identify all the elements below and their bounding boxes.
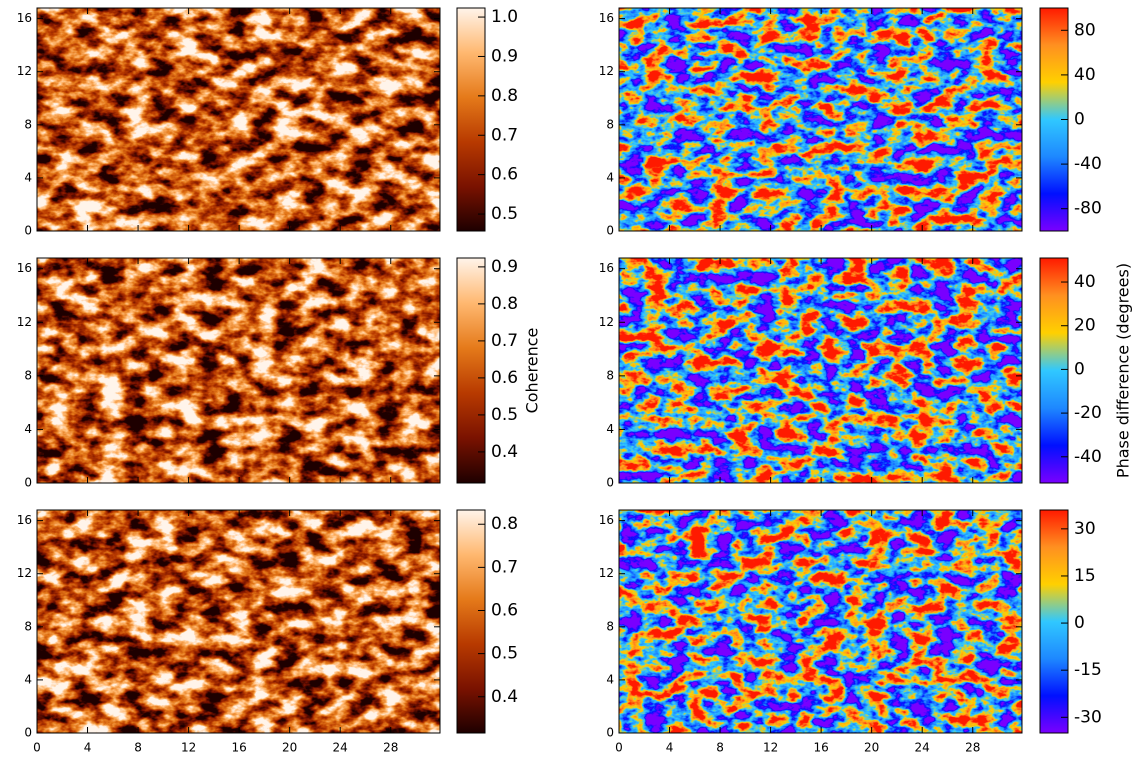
x-tick-label: 8: [134, 741, 142, 755]
x-tick-label: 24: [333, 741, 348, 755]
x-tick-label: 28: [383, 741, 398, 755]
y-tick-label: 4: [606, 422, 614, 436]
y-tick-label: 4: [606, 672, 614, 686]
colorbar-tick-label: -30: [1074, 707, 1102, 727]
y-tick-label: 0: [606, 726, 614, 740]
y-tick-label: 16: [17, 513, 32, 527]
colorbar-tick-label: 30: [1074, 519, 1096, 539]
x-tick-label: 24: [915, 741, 930, 755]
plot-frame: [36, 257, 441, 484]
colorbar: [1039, 257, 1069, 484]
y-tick-label: 16: [599, 513, 614, 527]
map-image: [37, 510, 440, 733]
y-tick-label: 0: [606, 476, 614, 490]
y-tick-label: 0: [24, 224, 32, 238]
colorbar-tick-label: 0.7: [491, 331, 518, 351]
map-image: [619, 8, 1022, 231]
y-tick-label: 8: [606, 619, 614, 633]
colorbar: [456, 257, 486, 484]
y-tick-label: 16: [599, 11, 614, 25]
colorbar: [1039, 509, 1069, 734]
x-tick-label: 0: [615, 741, 623, 755]
map-image: [37, 258, 440, 483]
y-tick-label: 16: [17, 11, 32, 25]
y-tick-label: 0: [24, 476, 32, 490]
x-tick-label: 12: [181, 741, 196, 755]
colorbar-tick-label: 0.9: [491, 257, 518, 277]
x-tick-label: 4: [666, 741, 674, 755]
colorbar-tick-label: -20: [1074, 403, 1102, 423]
colorbar-tick-label: 0.7: [491, 557, 518, 577]
plot-frame: [618, 7, 1023, 232]
y-tick-label: 12: [17, 566, 32, 580]
colorbar: [456, 7, 486, 232]
y-tick-label: 8: [606, 368, 614, 382]
y-tick-label: 4: [24, 672, 32, 686]
colorbar-tick-label: 0.6: [491, 601, 518, 621]
x-tick-label: 28: [965, 741, 980, 755]
x-tick-label: 16: [813, 741, 828, 755]
y-tick-label: 16: [599, 261, 614, 275]
colorbar-tick-label: 0.4: [491, 687, 518, 707]
colorbar: [456, 509, 486, 734]
x-tick-label: 12: [763, 741, 778, 755]
x-tick-label: 4: [84, 741, 92, 755]
y-tick-label: 12: [17, 315, 32, 329]
colorbar-tick-label: -15: [1074, 660, 1102, 680]
colorbar-tick-label: 0.5: [491, 204, 518, 224]
plot-frame: [36, 7, 441, 232]
x-tick-label: 20: [864, 741, 879, 755]
map-image: [619, 510, 1022, 733]
colorbar-tick-label: 0.8: [491, 294, 518, 314]
y-tick-label: 4: [606, 170, 614, 184]
y-tick-label: 4: [24, 170, 32, 184]
map-image: [619, 258, 1022, 483]
colorbar-tick-label: 0.9: [491, 46, 518, 66]
colorbar-tick-label: -80: [1074, 199, 1102, 219]
colorbar-tick-label: 0.6: [491, 165, 518, 185]
colorbar-tick-label: 0.5: [491, 644, 518, 664]
colorbar-tick-label: 0.5: [491, 405, 518, 425]
colorbar-label: Coherence: [523, 328, 542, 414]
y-tick-label: 8: [606, 117, 614, 131]
colorbar-tick-label: 15: [1074, 566, 1096, 586]
colorbar-tick-label: 80: [1074, 20, 1096, 40]
x-tick-label: 16: [231, 741, 246, 755]
colorbar-label: Phase difference (degrees): [1114, 263, 1133, 478]
colorbar-tick-label: -40: [1074, 154, 1102, 174]
plot-frame: [618, 257, 1023, 484]
plot-frame: [36, 509, 441, 734]
y-tick-label: 8: [24, 368, 32, 382]
x-tick-label: 20: [282, 741, 297, 755]
y-tick-label: 8: [24, 117, 32, 131]
y-tick-label: 12: [599, 566, 614, 580]
colorbar-tick-label: 0.8: [491, 514, 518, 534]
colorbar-tick-label: 40: [1074, 65, 1096, 85]
y-tick-label: 8: [24, 619, 32, 633]
y-tick-label: 0: [606, 224, 614, 238]
x-tick-label: 8: [716, 741, 724, 755]
colorbar-tick-label: 0: [1074, 110, 1085, 130]
colorbar-tick-label: -40: [1074, 447, 1102, 467]
colorbar-tick-label: 0: [1074, 359, 1085, 379]
y-tick-label: 12: [17, 64, 32, 78]
y-tick-label: 0: [24, 726, 32, 740]
colorbar-tick-label: 0: [1074, 613, 1085, 633]
colorbar-tick-label: 1.0: [491, 7, 518, 27]
colorbar-tick-label: 20: [1074, 316, 1096, 336]
y-tick-label: 12: [599, 64, 614, 78]
colorbar-tick-label: 0.8: [491, 86, 518, 106]
y-tick-label: 12: [599, 315, 614, 329]
plot-frame: [618, 509, 1023, 734]
colorbar-tick-label: 40: [1074, 272, 1096, 292]
colorbar-tick-label: 0.7: [491, 125, 518, 145]
y-tick-label: 16: [17, 261, 32, 275]
colorbar-tick-label: 0.6: [491, 368, 518, 388]
colorbar-tick-label: 0.4: [491, 442, 518, 462]
y-tick-label: 4: [24, 422, 32, 436]
map-image: [37, 8, 440, 231]
x-tick-label: 0: [33, 741, 41, 755]
